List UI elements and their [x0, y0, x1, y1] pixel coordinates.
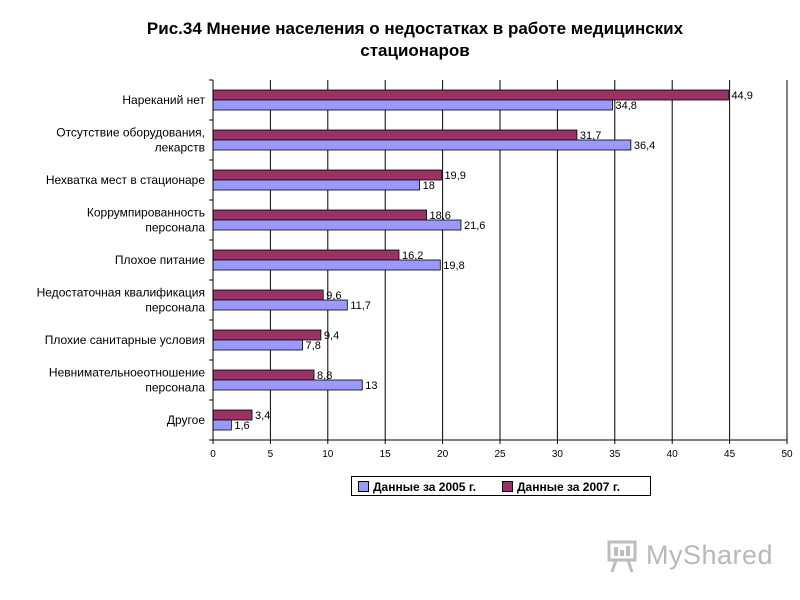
legend: Данные за 2005 г. Данные за 2007 г.	[351, 476, 651, 496]
category-label: Коррумпированность персонала	[87, 206, 205, 235]
bar-2005	[212, 139, 632, 151]
data-label-2005: 11,7	[350, 300, 371, 312]
data-label-2005: 36,4	[634, 140, 655, 152]
bar-2007	[212, 369, 315, 381]
bar-2005	[212, 419, 232, 431]
category-label-line: Плохое питание	[115, 253, 205, 267]
category-label-line: Нареканий нет	[122, 93, 205, 107]
data-label-2005: 13	[365, 380, 377, 392]
data-label-2005: 34,8	[616, 100, 637, 112]
bar-2005	[212, 379, 363, 391]
x-tick-label: 10	[322, 449, 334, 460]
legend-swatch-2005	[358, 481, 369, 493]
watermark-text: MyShared	[646, 540, 774, 570]
chart-title-line-1: Рис.34 Мнение населения о недостатках в …	[146, 19, 684, 38]
bar-2007	[212, 409, 253, 421]
category-label: Невнимательноеотношение персонала	[49, 366, 205, 395]
data-label-2005: 21,6	[464, 220, 485, 232]
data-label-2007: 18,6	[430, 210, 451, 222]
x-tick-label: 5	[268, 449, 274, 460]
bar-2007	[212, 89, 729, 101]
legend-label-2005: Данные за 2005 г.	[373, 480, 476, 494]
category-label: Другое	[167, 413, 205, 427]
data-label-2007: 31,7	[580, 130, 601, 142]
chart-title-line-2: стационаров	[360, 41, 470, 60]
category-label-line: Невнимательноеотношение	[49, 366, 205, 380]
category-label-line: Нехватка мест в стационаре	[46, 173, 205, 187]
x-tick-label: 25	[494, 449, 506, 460]
bar-2007	[212, 249, 400, 261]
category-label-line: лекарств	[155, 141, 205, 155]
data-label-2007: 8,8	[317, 370, 332, 382]
category-label: Нареканий нет	[122, 93, 205, 107]
category-label-line: Отсутствие оборудования,	[56, 126, 205, 140]
legend-label-2007: Данные за 2007 г.	[517, 480, 620, 494]
watermark-logo: MyShared	[606, 538, 773, 574]
data-label-2007: 19,9	[444, 170, 465, 182]
data-label-2005: 7,8	[306, 340, 321, 352]
axes: 0 5 10 15 20 25 30 35 40 45 50	[209, 79, 793, 460]
x-tick-label: 0	[210, 449, 216, 460]
bar-2007	[212, 289, 324, 301]
data-label-2005: 18	[423, 180, 435, 192]
category-label-line: персонала	[145, 221, 205, 235]
category-label-line: персонала	[145, 381, 205, 395]
data-label-2007: 9,6	[326, 290, 341, 302]
category-label-line: персонала	[145, 301, 205, 315]
category-label: Недостаточная квалификация персонала	[37, 286, 206, 315]
category-label: Плохое питание	[115, 253, 205, 267]
x-tick-label: 35	[609, 449, 621, 460]
x-tick-label: 30	[552, 449, 564, 460]
bar-2005	[212, 179, 421, 191]
data-label-2007: 44,9	[731, 90, 752, 102]
legend-entry-2007: Данные за 2007 г.	[502, 480, 620, 494]
x-tick-label: 20	[437, 449, 449, 460]
category-label-line: Недостаточная квалификация	[37, 286, 205, 300]
bar-2005	[212, 219, 462, 231]
data-label-2005: 1,6	[234, 420, 249, 432]
legend-entry-2005: Данные за 2005 г.	[358, 480, 476, 494]
x-tick-label: 40	[667, 449, 679, 460]
category-label-line: Коррумпированность	[87, 206, 205, 220]
category-label: Нехватка мест в стационаре	[46, 173, 205, 187]
data-label-2005: 19,8	[443, 260, 464, 272]
category-label: Отсутствие оборудования, лекарств	[56, 126, 205, 155]
bar-2007	[212, 329, 322, 341]
x-tick-label: 15	[380, 449, 392, 460]
category-label: Плохие санитарные условия	[45, 333, 205, 347]
bar-2005	[212, 339, 303, 351]
legend-swatch-2007	[502, 481, 513, 493]
x-tick-label: 50	[781, 449, 793, 460]
category-label-line: Другое	[167, 413, 205, 427]
data-label-2007: 9,4	[324, 330, 339, 342]
data-label-2007: 3,4	[255, 410, 270, 422]
bar-2007	[212, 129, 578, 141]
bar-2007	[212, 209, 427, 221]
presentation-board-icon	[607, 540, 637, 573]
x-tick-label: 45	[724, 449, 736, 460]
category-label-line: Плохие санитарные условия	[45, 333, 205, 347]
data-label-2007: 16,2	[402, 250, 423, 262]
bar-2005	[212, 99, 613, 111]
bar-2007	[212, 169, 442, 181]
labels: 44,9 34,8 Нареканий нет 31,7 36,4 Отсутствие …	[37, 90, 753, 432]
